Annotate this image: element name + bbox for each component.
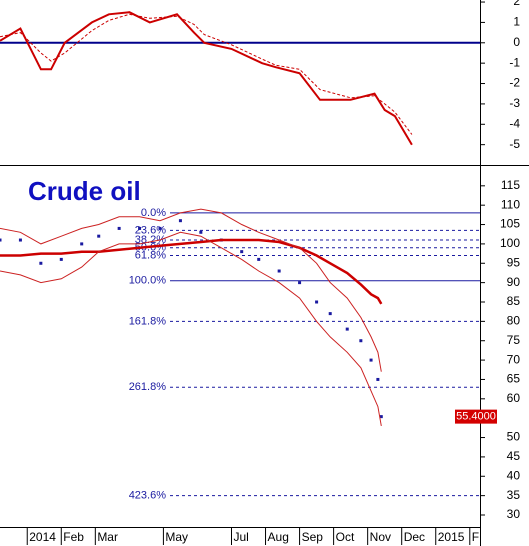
- price-mark: [59, 257, 63, 261]
- price-mark: [298, 281, 302, 285]
- price-mark: [117, 226, 121, 230]
- x-tick-label: F: [472, 530, 479, 544]
- price-mark: [345, 327, 349, 331]
- y-tick-label: 1: [513, 15, 520, 29]
- y-tick-label: -4: [509, 116, 520, 130]
- price-mark: [178, 219, 182, 223]
- fib-label: 161.8%: [129, 315, 167, 327]
- y-tick-label: 85: [507, 294, 521, 308]
- price-mark: [257, 257, 261, 261]
- y-tick-label: 60: [507, 391, 521, 405]
- y-tick-label: 80: [507, 314, 521, 328]
- price-mark: [199, 230, 203, 234]
- fib-label: 0.0%: [141, 207, 166, 219]
- x-tick-label: Sep: [302, 530, 324, 544]
- price-mark: [138, 226, 142, 230]
- price-mark: [97, 234, 101, 238]
- series-line: [0, 208, 382, 372]
- x-tick-label: Mar: [97, 530, 118, 544]
- y-tick-label: 90: [507, 275, 521, 289]
- x-tick-label: May: [165, 530, 188, 544]
- fib-label: 100.0%: [129, 275, 167, 287]
- y-tick-label: 45: [507, 449, 521, 463]
- fib-label: 61.8%: [135, 249, 166, 261]
- price-mark: [39, 261, 43, 265]
- series-line: [0, 238, 383, 305]
- price-mark: [379, 415, 383, 419]
- x-tick-label: 2015: [438, 530, 465, 544]
- price-mark: [328, 312, 332, 316]
- y-tick-label: 30: [507, 507, 521, 521]
- y-tick-label: 75: [507, 333, 521, 347]
- y-tick-label: 110: [501, 197, 520, 211]
- price-mark: [80, 242, 84, 246]
- x-tick-label: 2014: [29, 530, 56, 544]
- price-mark: [277, 269, 281, 273]
- price-mark: [0, 238, 2, 242]
- x-tick-label: Jul: [233, 530, 248, 544]
- price-mark: [240, 250, 244, 254]
- y-tick-label: 35: [507, 488, 521, 502]
- x-tick-label: Feb: [63, 530, 84, 544]
- last-value-box: [455, 409, 497, 424]
- x-tick-label: Aug: [268, 530, 289, 544]
- y-tick-label: -3: [509, 96, 520, 110]
- fib-label: 23.6%: [135, 224, 166, 236]
- chart-title: Crude oil: [28, 176, 141, 206]
- y-tick-label: -2: [509, 76, 520, 90]
- x-tick-label: Dec: [404, 530, 425, 544]
- price-mark: [158, 226, 162, 230]
- y-tick-label: 100: [500, 236, 520, 250]
- y-tick-label: 105: [500, 217, 520, 231]
- y-tick-label: -5: [509, 137, 520, 151]
- fib-label: 261.8%: [129, 381, 167, 393]
- price-mark: [369, 358, 373, 362]
- y-tick-label: 115: [501, 178, 520, 192]
- y-tick-label: 65: [507, 372, 521, 386]
- y-tick-label: 95: [507, 255, 521, 269]
- price-mark: [315, 300, 319, 304]
- x-tick-label: Oct: [336, 530, 355, 544]
- series-line: [0, 13, 413, 135]
- y-tick-label: 0: [513, 35, 520, 49]
- y-tick-label: 2: [513, 0, 520, 8]
- price-mark: [18, 238, 22, 242]
- y-tick-label: -1: [509, 55, 520, 69]
- series-line: [0, 231, 382, 426]
- last-value-label: 55.4000: [456, 411, 496, 423]
- price-mark: [359, 339, 363, 343]
- x-tick-label: Nov: [370, 530, 391, 544]
- y-tick-label: 70: [507, 352, 521, 366]
- y-tick-label: 40: [507, 468, 521, 482]
- y-tick-label: 50: [507, 430, 521, 444]
- fib-label: 423.6%: [129, 490, 167, 502]
- price-mark: [376, 377, 380, 381]
